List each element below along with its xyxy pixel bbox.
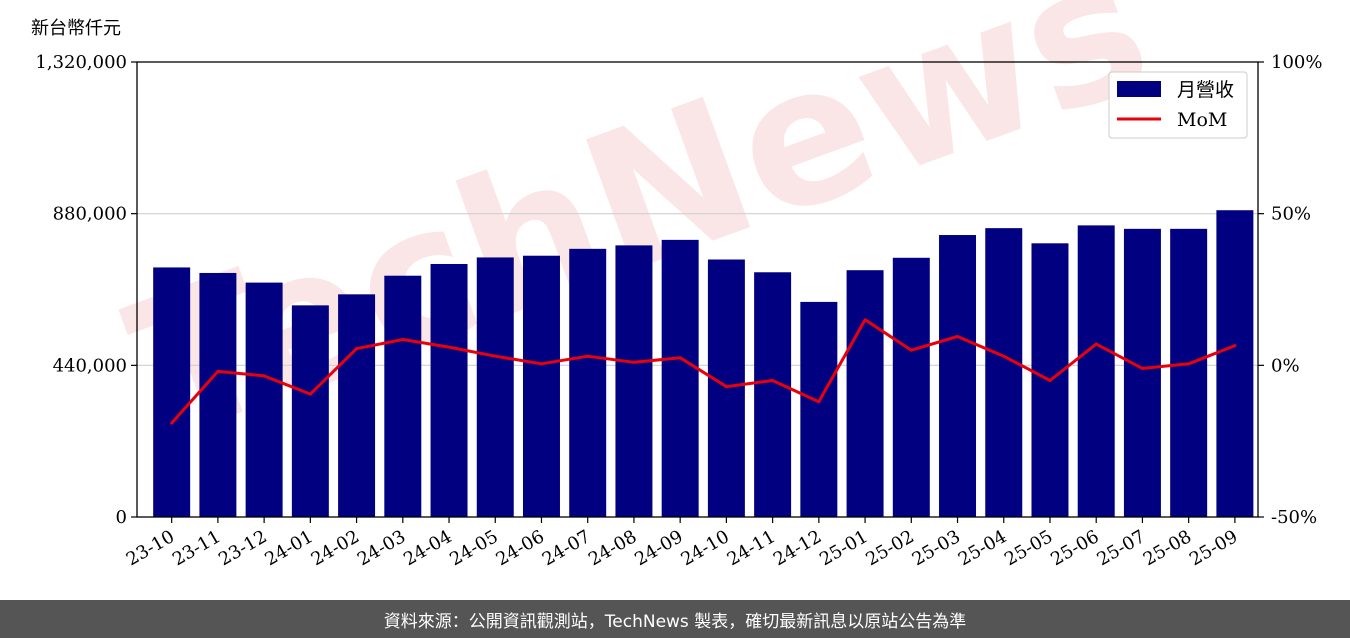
x-tick-label: 25-03 bbox=[909, 526, 964, 570]
revenue-bar bbox=[153, 267, 191, 517]
y-axis-left: 0 440,000 880,000 1,320,000 bbox=[35, 52, 137, 528]
x-tick-label: 25-05 bbox=[1001, 526, 1056, 570]
revenue-bar bbox=[1216, 210, 1254, 517]
x-tick-label: 24-09 bbox=[631, 526, 686, 570]
revenue-bar bbox=[939, 235, 977, 517]
x-tick-label: 24-02 bbox=[308, 526, 363, 570]
revenue-bar bbox=[338, 294, 376, 517]
revenue-bar bbox=[291, 305, 329, 517]
x-tick-label: 25-02 bbox=[862, 526, 917, 570]
y-left-unit-label: 新台幣仟元 bbox=[31, 18, 121, 39]
mom-point bbox=[632, 360, 636, 364]
revenue-bar bbox=[754, 272, 792, 517]
y-right-tick-label: -50% bbox=[1271, 507, 1317, 528]
x-tick-label: 24-08 bbox=[585, 526, 640, 570]
x-tick-label: 24-05 bbox=[446, 526, 501, 570]
x-tick-label: 24-06 bbox=[493, 526, 548, 570]
revenue-bar bbox=[800, 301, 838, 517]
source-footer-text: 資料來源：公開資訊觀測站，TechNews 製表，確切最新訊息以原站公告為準 bbox=[383, 611, 967, 632]
x-tick-label: 23-12 bbox=[215, 526, 270, 570]
chart: TechNews 新台幣仟元 0440,000880,0001,320,000 … bbox=[31, 0, 1322, 570]
mom-point bbox=[401, 338, 405, 342]
x-tick-label: 24-01 bbox=[261, 526, 316, 570]
revenue-bar bbox=[985, 228, 1023, 518]
y-right-tick-label: 50% bbox=[1271, 204, 1311, 225]
x-tick-label: 25-09 bbox=[1186, 526, 1241, 570]
revenue-bar bbox=[384, 275, 422, 517]
revenue-bar bbox=[1170, 228, 1208, 518]
revenue-bar bbox=[846, 270, 884, 517]
revenue-bar bbox=[1123, 228, 1161, 518]
mom-point bbox=[1140, 366, 1144, 370]
mom-point bbox=[1094, 342, 1098, 346]
x-tick-label: 25-04 bbox=[955, 526, 1010, 570]
bar-series bbox=[153, 210, 1254, 518]
x-tick-label: 23-10 bbox=[123, 526, 178, 570]
revenue-bar bbox=[199, 272, 237, 517]
plot-frame bbox=[136, 61, 1259, 518]
mom-point bbox=[539, 362, 543, 366]
mom-point bbox=[863, 318, 867, 322]
revenue-bar bbox=[476, 257, 514, 517]
source-footer: 資料來源：公開資訊觀測站，TechNews 製表，確切最新訊息以原站公告為準 bbox=[0, 600, 1350, 638]
mom-point bbox=[909, 348, 913, 352]
mom-series bbox=[170, 318, 1237, 425]
y-right-tick-label: 0% bbox=[1271, 355, 1300, 376]
mom-point bbox=[308, 392, 312, 396]
y-axis-right: -50% 0% 50% 100% bbox=[1258, 52, 1322, 528]
mom-point bbox=[447, 345, 451, 349]
x-tick-label: 25-01 bbox=[816, 526, 871, 570]
mom-point bbox=[956, 335, 960, 339]
x-tick-label: 23-11 bbox=[169, 526, 224, 570]
revenue-bar bbox=[430, 263, 468, 517]
legend-label-revenue: 月營收 bbox=[1177, 79, 1234, 101]
mom-point bbox=[724, 385, 728, 389]
x-tick-label: 24-07 bbox=[539, 526, 594, 570]
revenue-bar bbox=[707, 259, 745, 517]
mom-point bbox=[170, 421, 174, 425]
mom-line bbox=[170, 318, 1236, 425]
x-tick-label: 25-07 bbox=[1093, 526, 1148, 570]
y-left-tick-label: 440,000 bbox=[53, 355, 127, 376]
mom-point bbox=[771, 379, 775, 382]
mom-point bbox=[493, 354, 497, 358]
x-tick-label: 25-06 bbox=[1047, 526, 1102, 570]
revenue-bar bbox=[522, 255, 560, 517]
x-tick-label: 24-11 bbox=[724, 526, 779, 570]
revenue-bar bbox=[245, 282, 283, 517]
revenue-bar bbox=[569, 248, 607, 518]
mom-point bbox=[216, 369, 220, 373]
mom-point bbox=[678, 356, 682, 360]
y-left-tick-label: 1,320,000 bbox=[35, 52, 127, 73]
x-tick-label: 24-03 bbox=[354, 526, 409, 570]
mom-point bbox=[586, 354, 590, 358]
legend-bar-swatch bbox=[1117, 81, 1161, 97]
mom-point bbox=[817, 400, 821, 404]
x-tick-label: 24-04 bbox=[400, 526, 455, 570]
revenue-bar bbox=[661, 239, 699, 517]
mom-point bbox=[1048, 379, 1052, 382]
revenue-bar bbox=[615, 245, 653, 517]
revenue-bar bbox=[892, 257, 930, 517]
mom-point bbox=[1187, 362, 1191, 366]
y-left-tick-label: 880,000 bbox=[53, 204, 127, 225]
x-axis: 23-1023-1123-1224-0124-0224-0324-0424-05… bbox=[123, 517, 1241, 570]
y-left-tick-label: 0 bbox=[116, 507, 127, 528]
y-right-tick-label: 100% bbox=[1271, 52, 1322, 73]
mom-point bbox=[1233, 344, 1237, 348]
mom-point bbox=[355, 347, 359, 351]
legend-label-mom: MoM bbox=[1177, 109, 1227, 131]
x-tick-label: 24-12 bbox=[770, 526, 825, 570]
x-tick-label: 24-10 bbox=[677, 526, 732, 570]
mom-point bbox=[1002, 354, 1006, 358]
legend: 月營收 MoM bbox=[1108, 71, 1248, 139]
revenue-bar bbox=[1077, 225, 1115, 518]
mom-point bbox=[262, 374, 266, 378]
x-tick-label: 25-08 bbox=[1140, 526, 1195, 570]
